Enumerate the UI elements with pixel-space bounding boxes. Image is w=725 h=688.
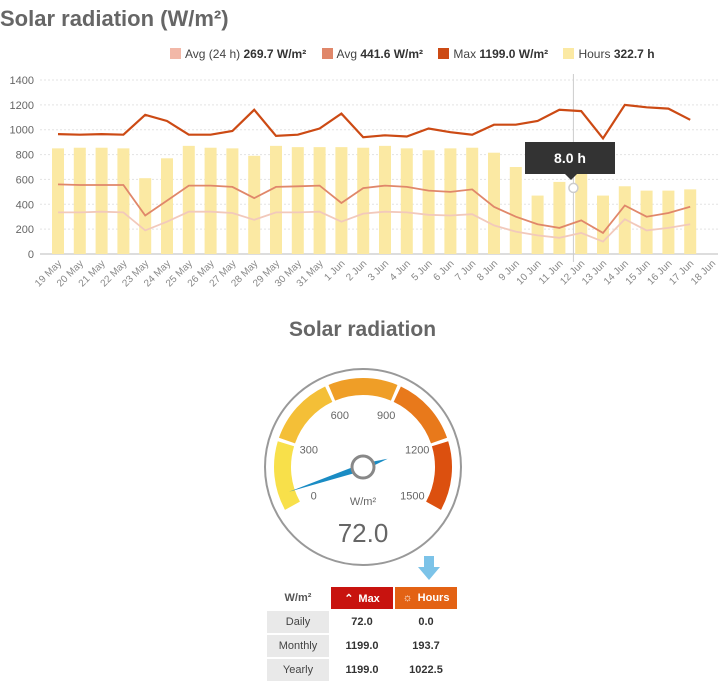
x-tick-label: 6 Jun	[431, 258, 456, 283]
bar-hours	[117, 148, 130, 254]
bar-hours	[553, 181, 566, 254]
stats-row-monthly: Monthly 1199.0 193.7	[267, 635, 457, 657]
sun-icon: ☼	[402, 592, 413, 604]
bar-hours	[379, 145, 391, 254]
bar-hours	[684, 189, 697, 254]
gauge-band	[274, 441, 300, 510]
stats-table: W/m² ⌃ Max ☼ Hours Daily 72.0 0.0 Monthly …	[265, 585, 459, 683]
max-tab[interactable]: ⌃ Max	[331, 587, 393, 609]
bar-hours	[662, 190, 675, 254]
hours-value: 0.0	[395, 611, 457, 633]
max-value: 72.0	[331, 611, 393, 633]
bar-hours	[204, 147, 217, 254]
bar-hours	[444, 148, 457, 254]
series-line-avg	[57, 183, 691, 235]
x-tick-label: 5 Jun	[410, 258, 435, 283]
legend-item-avg24[interactable]: Avg (24 h) 269.7 W/m²	[170, 47, 306, 61]
chart-legend: Avg (24 h) 269.7 W/m² Avg 441.6 W/m² Max…	[170, 47, 667, 61]
row-label: Yearly	[267, 659, 329, 681]
chart-title: Solar radiation (W/m²)	[0, 6, 229, 31]
x-tick-label: 18 Jun	[689, 258, 718, 287]
x-tick-label: 3 Jun	[366, 258, 391, 283]
stats-header-row: W/m² ⌃ Max ☼ Hours	[267, 587, 457, 609]
x-tick-label: 4 Jun	[388, 258, 413, 283]
gauge-tick-label: 1500	[400, 491, 424, 503]
hours-value: 193.7	[395, 635, 457, 657]
hover-marker	[568, 182, 579, 194]
x-tick-label: 1 Jun	[322, 258, 347, 283]
gauge-unit: W/m²	[350, 496, 377, 508]
legend-swatch	[321, 48, 333, 59]
chevron-up-icon: ⌃	[344, 592, 354, 605]
y-tick-label: 400	[16, 199, 34, 211]
y-tick-label: 1000	[10, 125, 34, 137]
row-label: Daily	[267, 611, 329, 633]
gauge-value: 72.0	[338, 518, 389, 548]
bar-hours	[291, 147, 304, 254]
gauge-band	[426, 441, 452, 510]
y-tick-label: 800	[16, 150, 34, 162]
legend-item-max[interactable]: Max 1199.0 W/m²	[438, 47, 548, 61]
legend-swatch	[563, 48, 575, 59]
unit-header: W/m²	[267, 587, 329, 609]
stats-row-yearly: Yearly 1199.0 1022.5	[267, 659, 457, 681]
bar-hours	[335, 147, 348, 254]
bar-hours	[509, 167, 522, 254]
gauge-band	[278, 386, 333, 444]
gauge-tick-label: 600	[331, 410, 349, 422]
bar-hours	[488, 152, 500, 254]
max-value: 1199.0	[331, 635, 393, 657]
bar-hours	[161, 158, 173, 254]
gauge-tick-label: 300	[300, 444, 318, 456]
chart-tooltip: 8.0 h	[525, 142, 615, 180]
series-line-avg-24-h-	[58, 210, 691, 243]
gauge-band	[393, 386, 448, 444]
bar-hours	[270, 145, 282, 254]
bar-hours	[95, 147, 108, 254]
gauge-tick-label: 900	[377, 410, 395, 422]
stats-row-daily: Daily 72.0 0.0	[267, 611, 457, 633]
bar-hours	[313, 147, 326, 254]
bar-hours	[597, 195, 609, 254]
radiation-gauge: 0 300 600 900 1200 1500 W/m² 72.0	[264, 368, 462, 566]
gauge-tick-label: 1200	[405, 444, 429, 456]
gauge-band	[328, 378, 398, 401]
legend-item-avg[interactable]: Avg 441.6 W/m²	[321, 47, 423, 61]
legend-item-hours[interactable]: Hours 322.7 h	[563, 47, 655, 61]
gauge-title: Solar radiation	[288, 318, 437, 341]
bar-hours	[640, 190, 653, 254]
bar-hours	[400, 148, 413, 254]
arrow-down-icon	[418, 556, 440, 580]
bar-hours	[248, 155, 261, 254]
bar-hours	[466, 147, 479, 254]
tooltip-pointer	[565, 174, 577, 180]
hours-tab[interactable]: ☼ Hours	[395, 587, 457, 609]
max-value: 1199.0	[331, 659, 393, 681]
legend-swatch	[170, 48, 181, 59]
gauge-pivot	[350, 454, 376, 480]
y-tick-label: 1400	[10, 75, 34, 87]
bar-hours	[73, 147, 86, 254]
x-tick-label: 2 Jun	[344, 258, 369, 283]
row-label: Monthly	[267, 635, 329, 657]
bar-hours	[357, 147, 370, 254]
x-tick-label: 8 Jun	[475, 258, 500, 283]
y-tick-label: 1200	[10, 100, 34, 112]
bar-hours	[422, 150, 435, 254]
series-line-max	[57, 103, 691, 141]
x-tick-label: 10 Jun	[515, 258, 544, 287]
gauge-tick-label: 0	[311, 491, 317, 503]
y-tick-label: 0	[28, 249, 34, 261]
bar-hours	[182, 145, 195, 254]
bar-hours	[52, 148, 64, 254]
hours-value: 1022.5	[395, 659, 457, 681]
bar-hours	[226, 148, 239, 254]
x-tick-label: 7 Jun	[453, 258, 478, 283]
y-tick-label: 200	[16, 224, 34, 236]
y-tick-label: 600	[16, 174, 34, 186]
legend-swatch	[438, 48, 450, 59]
tooltip-text: 8.0 h	[554, 150, 586, 166]
